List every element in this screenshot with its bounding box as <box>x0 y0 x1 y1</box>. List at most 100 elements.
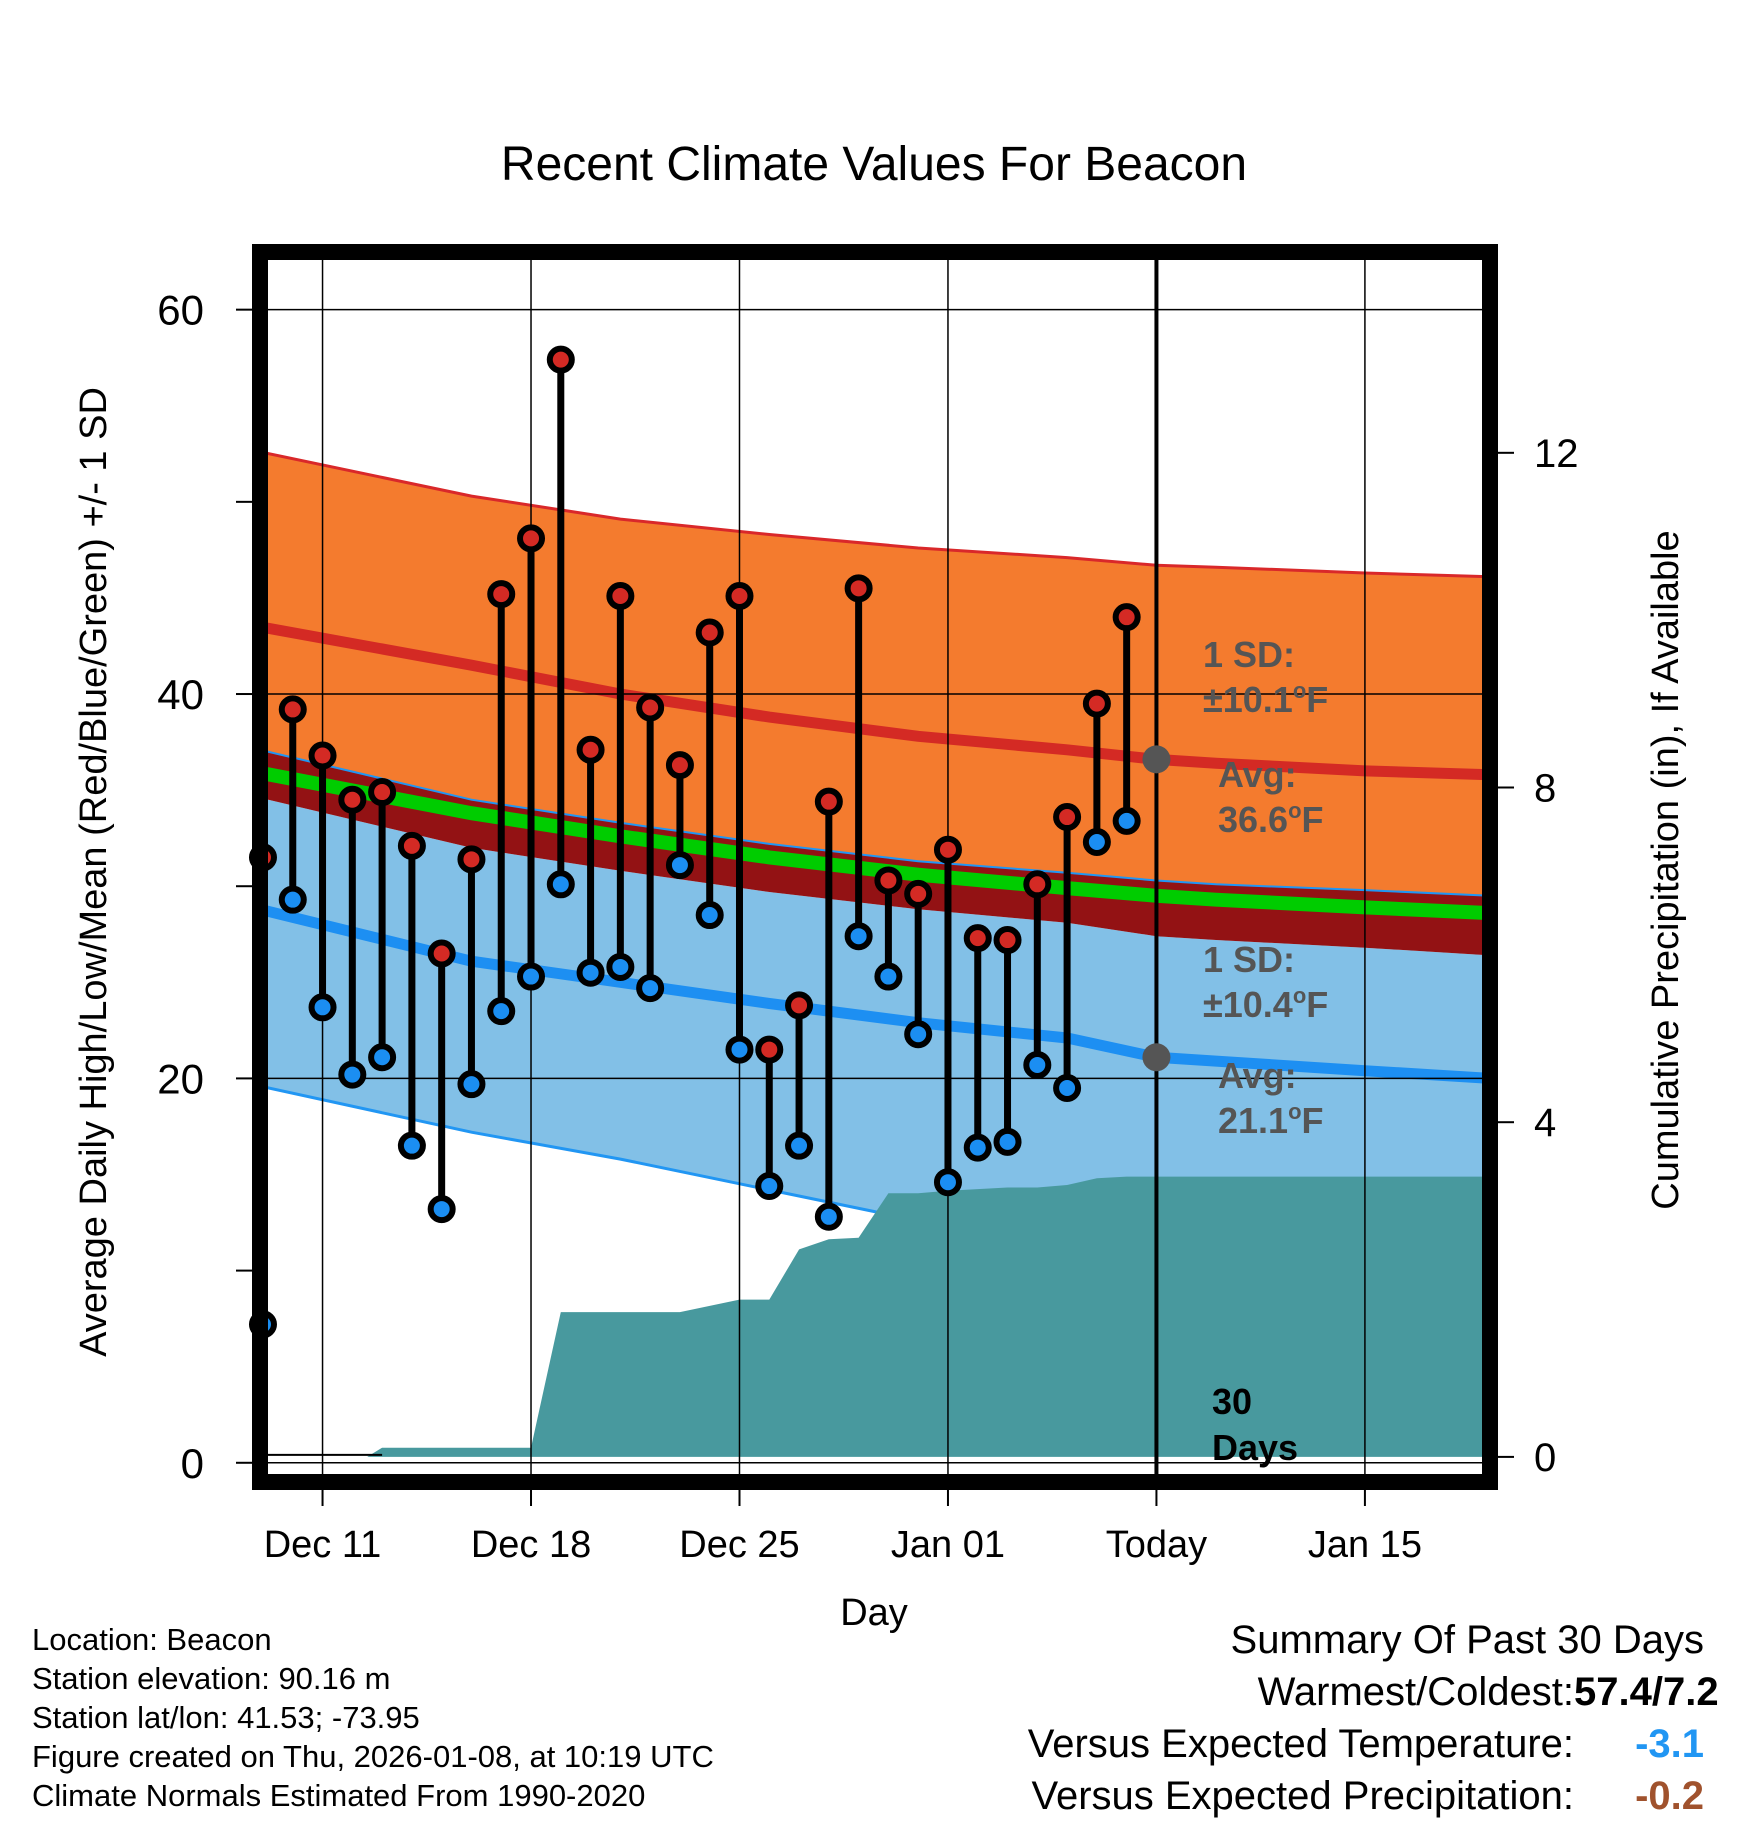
daily-high-point <box>725 582 754 611</box>
high-avg-unit: F <box>1302 799 1324 840</box>
low-avg-line2: 21.1 <box>1218 1100 1288 1141</box>
daily-low-point <box>963 1133 992 1162</box>
y-tick-label: 40 <box>157 671 204 718</box>
daily-low-point <box>1082 828 1111 857</box>
low-avg-line1: Avg: <box>1218 1055 1297 1096</box>
daily-high-point <box>755 1035 784 1064</box>
low-avg-unit: F <box>1302 1100 1324 1141</box>
daily-low-point <box>338 1060 367 1089</box>
daily-low-point <box>755 1172 784 1201</box>
low-avg-annotation: Avg: 21.1oF <box>1218 1055 1324 1141</box>
daily-low-point <box>308 993 337 1022</box>
y2-tick-label: 8 <box>1534 767 1556 811</box>
daily-low-point <box>904 1020 933 1049</box>
daily-low-point <box>725 1035 754 1064</box>
y-tick-label: 0 <box>181 1440 204 1487</box>
y2-axis-label: Cumulative Precipitation (in), If Availa… <box>1645 530 1687 1209</box>
summary-panel: Summary Of Past 30 Days Warmest/Coldest:… <box>804 1618 1719 1826</box>
daily-high-point <box>1082 689 1111 718</box>
plot-frame <box>252 244 1498 1490</box>
normal-high-line <box>260 621 1490 781</box>
today-low-avg-marker <box>1142 1043 1171 1072</box>
daily-low-point <box>785 1131 814 1160</box>
daily-low-point <box>814 1202 843 1231</box>
daily-low-point <box>1023 1050 1052 1079</box>
daily-high-point <box>487 580 516 609</box>
low-sd-line2: ±10.4 <box>1203 984 1293 1025</box>
low-sd-line1: 1 SD: <box>1203 939 1295 980</box>
daily-high-point <box>904 879 933 908</box>
precip-anomaly-label: Versus Expected Precipitation: <box>1031 1774 1574 1818</box>
daily-high-point <box>963 924 992 953</box>
daily-high-point <box>933 835 962 864</box>
low-avg-degree: o <box>1288 1099 1301 1124</box>
daily-low-point <box>278 885 307 914</box>
daily-high-point <box>308 741 337 770</box>
daily-high-point <box>814 787 843 816</box>
x-tick-label: Dec 11 <box>264 1524 382 1566</box>
normal-mean-line <box>260 765 1490 921</box>
low-sd-annotation: 1 SD: ±10.4oF <box>1203 939 1328 1025</box>
daily-low-point <box>695 901 724 930</box>
days-line1: 30 <box>1212 1381 1252 1422</box>
warm-cold-label: Warmest/Coldest: <box>1257 1670 1574 1714</box>
daily-high-point <box>844 574 873 603</box>
x-tick-label: Today <box>1106 1524 1207 1566</box>
daily-high-point <box>636 693 665 722</box>
daily-low-point <box>636 974 665 1003</box>
daily-low-point <box>487 997 516 1026</box>
low-sd-unit: F <box>1306 984 1328 1025</box>
warm-cold-value: 57.4/7.2 <box>1574 1670 1719 1714</box>
x-axis-label: Day <box>840 1592 908 1634</box>
daily-low-point <box>933 1168 962 1197</box>
daily-high-point <box>1112 603 1141 632</box>
daily-low-point <box>368 1043 397 1072</box>
daily-low-point <box>517 962 546 991</box>
x-tick-label: Dec 25 <box>679 1524 799 1566</box>
daily-low-point <box>397 1131 426 1160</box>
y-axis-label: Average Daily High/Low/Mean (Red/Blue/Gr… <box>73 387 115 1357</box>
daily-low-point <box>665 851 694 880</box>
normal-low-line <box>260 903 1490 1084</box>
daily-high-point <box>338 785 367 814</box>
high-sd-band <box>260 451 1490 896</box>
daily-high-point <box>993 926 1022 955</box>
x-tick-label: Jan 15 <box>1308 1524 1422 1566</box>
daily-high-point <box>785 991 814 1020</box>
high-avg-annotation: Avg: 36.6oF <box>1218 754 1324 840</box>
high-sd-line1: 1 SD: <box>1203 634 1295 675</box>
y-tick-label: 60 <box>157 287 204 334</box>
daily-high-point <box>606 582 635 611</box>
daily-high-point <box>427 939 456 968</box>
y2-tick-label: 12 <box>1534 432 1579 476</box>
y-tick-label: 20 <box>157 1055 204 1102</box>
y2-tick-label: 0 <box>1534 1436 1556 1480</box>
high-sd-annotation: 1 SD: ±10.1oF <box>1203 634 1328 720</box>
daily-high-point <box>576 735 605 764</box>
daily-high-point <box>278 695 307 724</box>
daily-low-point <box>427 1195 456 1224</box>
today-high-avg-marker <box>1142 745 1171 774</box>
daily-low-point <box>457 1070 486 1099</box>
daily-high-point <box>695 618 724 647</box>
daily-low-point <box>1112 806 1141 835</box>
high-sd-lower-edge <box>260 748 1490 897</box>
daily-low-point <box>546 870 575 899</box>
daily-high-point <box>874 866 903 895</box>
station-info: Location: Beacon Station elevation: 90.1… <box>32 1620 714 1815</box>
low-sd-degree: o <box>1293 983 1306 1008</box>
temp-anomaly-value: -3.1 <box>1635 1722 1704 1766</box>
y2-tick-label: 4 <box>1534 1101 1556 1145</box>
high-avg-line2: 36.6 <box>1218 799 1288 840</box>
location-text: Location: Beacon <box>32 1622 272 1657</box>
summary-heading: Summary Of Past 30 Days <box>1230 1618 1704 1662</box>
days-annotation: 30 Days <box>1212 1381 1298 1468</box>
elevation-text: Station elevation: 90.16 m <box>32 1661 391 1696</box>
x-tick-label: Jan 01 <box>891 1524 1005 1566</box>
days-line2: Days <box>1212 1427 1298 1468</box>
daily-high-point <box>397 831 426 860</box>
high-sd-degree: o <box>1293 678 1306 703</box>
daily-low-point <box>1053 1074 1082 1103</box>
daily-low-point <box>844 922 873 951</box>
